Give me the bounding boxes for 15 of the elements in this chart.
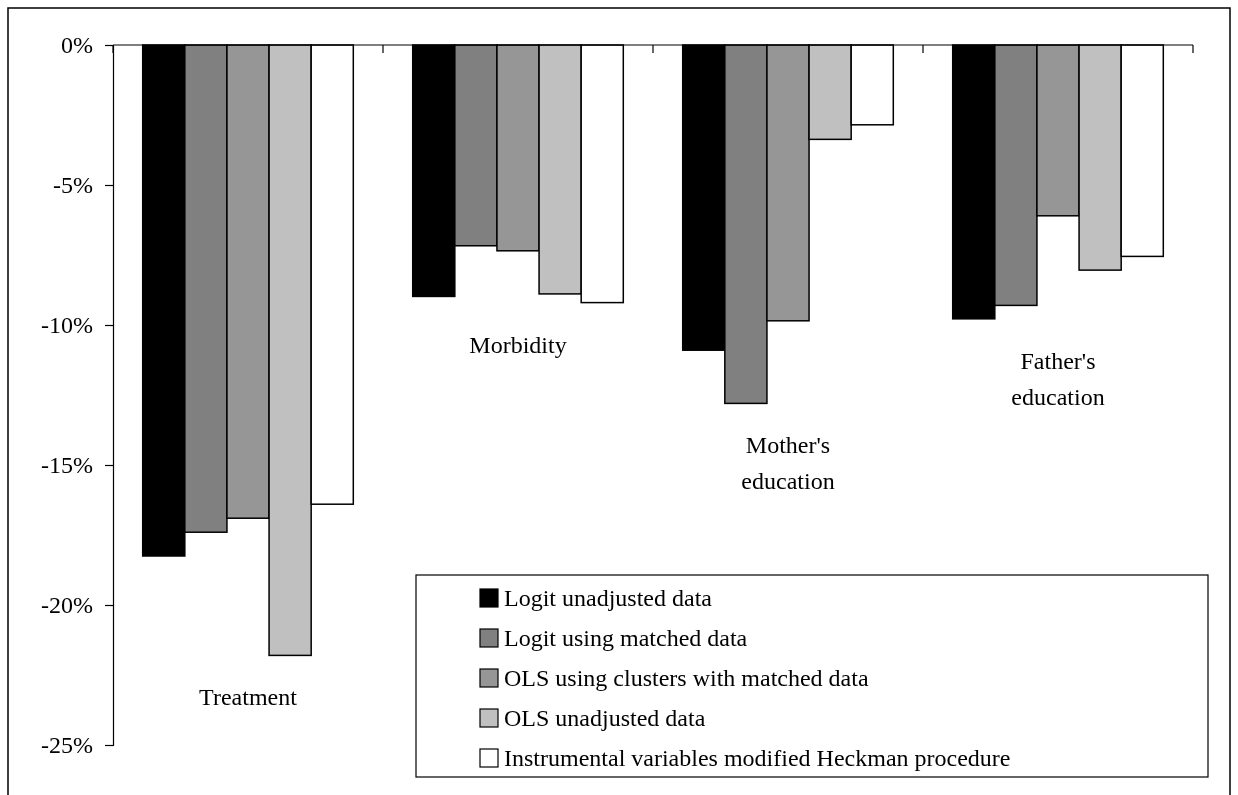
- legend-label: OLS using clusters with matched data: [504, 665, 869, 691]
- y-tick-label: 0%: [61, 32, 93, 59]
- y-tick-label: -5%: [53, 172, 94, 199]
- legend-label: Logit using matched data: [504, 625, 748, 651]
- x-tick-label: Morbidity: [469, 331, 567, 358]
- y-tick-label: -20%: [41, 592, 94, 619]
- legend-label: OLS unadjusted data: [504, 705, 706, 731]
- y-tick-label: -15%: [41, 452, 94, 479]
- legend-label: Instrumental variables modified Heckman procedure: [504, 745, 1011, 771]
- x-tick-label: Treatment: [199, 684, 298, 711]
- y-tick-label: -25%: [41, 732, 94, 759]
- x-tick-label: Father's education: [1011, 347, 1105, 410]
- x-tick-label: Mother's education: [741, 432, 835, 495]
- legend-label: Logit unadjusted data: [504, 585, 713, 611]
- y-tick-label: -10%: [41, 312, 94, 339]
